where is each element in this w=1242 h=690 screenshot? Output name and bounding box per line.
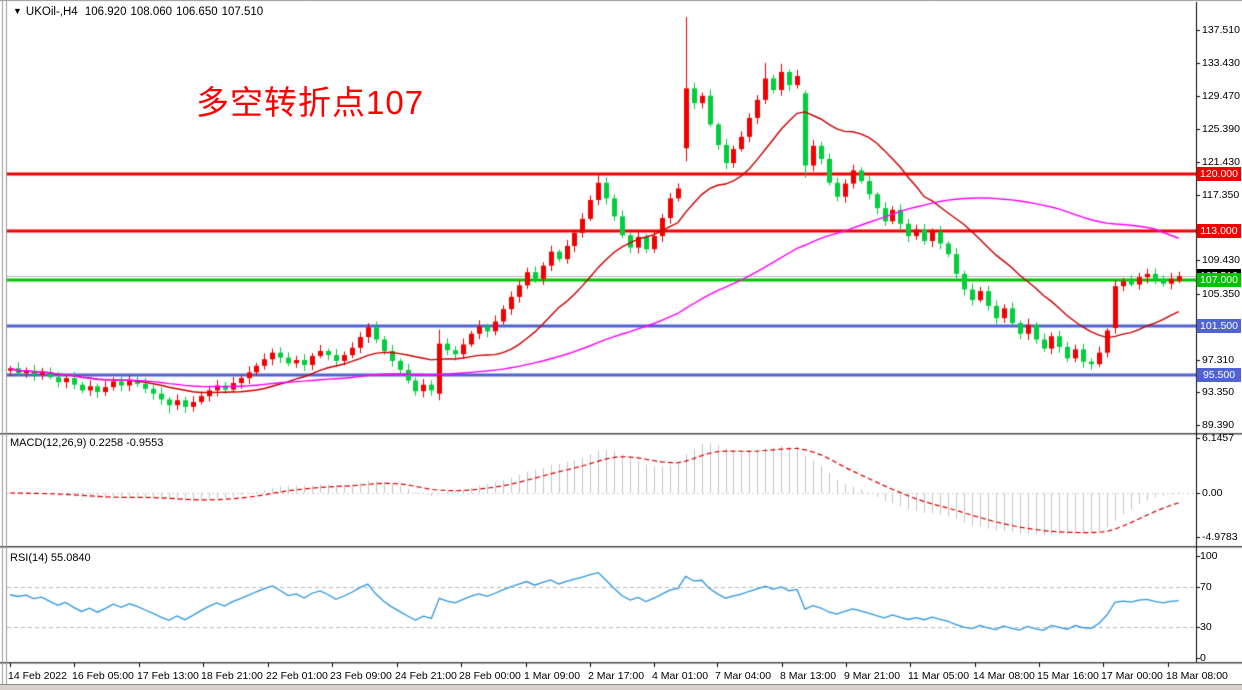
chevron-down-icon[interactable]: ▼ [13,6,22,16]
ohlc-low: 106.650 [176,6,218,18]
symbol-name: UKOil-,H4 [25,6,78,18]
macd-signal-value: -0.9553 [126,437,164,449]
price-badge: 120.000 [1197,166,1241,181]
ohlc-high: 108.060 [130,6,173,18]
price-axis-label: 109.430 [1202,254,1240,267]
price-axis-label: 125.390 [1202,123,1240,136]
time-axis-label: 15 Mar 16:00 [1037,670,1099,682]
rsi-axis-label: 70 [1200,580,1212,593]
time-axis-label: 4 Mar 01:00 [652,670,709,682]
time-axis-label: 7 Mar 04:00 [715,670,772,682]
time-axis-label: 22 Feb 01:00 [266,670,328,682]
price-axis-label: 93.350 [1202,386,1235,399]
time-axis-label: 9 Mar 21:00 [844,670,901,682]
price-axis-label: 105.350 [1202,287,1240,300]
time-axis-label: 8 Mar 13:00 [780,670,837,682]
time-axis-label: 11 Mar 05:00 [908,670,970,682]
price-axis-label: 117.350 [1202,189,1240,202]
price-annotation[interactable]: 多空转折点107 [196,84,425,121]
price-badge: 101.500 [1197,318,1241,333]
time-axis-label: 18 Feb 21:00 [201,670,263,682]
price-axis-label: 129.470 [1202,89,1240,102]
price-badge: 107.000 [1197,273,1241,288]
macd-axis-label: -4.9783 [1202,531,1238,544]
time-axis-label: 2 Mar 17:00 [588,670,645,682]
time-axis-label: 23 Feb 09:00 [330,670,392,682]
time-axis-label: 18 Mar 08:00 [1166,670,1228,682]
time-axis-label: 17 Mar 00:00 [1101,670,1163,682]
price-badge: 95.500 [1197,367,1241,382]
price-badge: 113.000 [1197,224,1241,239]
rsi-label: RSI(14) 55.0840 [10,552,94,564]
ohlc-open: 106.920 [84,6,127,18]
rsi-axis-label: 0 [1200,652,1206,664]
rsi-axis-label: 100 [1200,550,1218,562]
time-axis-label: 14 Mar 08:00 [973,670,1035,682]
macd-label: MACD(12,26,9) 0.2258 -0.9553 [10,437,166,449]
time-axis-label: 16 Feb 05:00 [72,670,134,682]
time-axis-label: 14 Feb 2022 [8,670,67,682]
rsi-name: RSI(14) [10,552,48,564]
time-axis-label: 28 Feb 00:00 [459,670,521,682]
rsi-axis-label: 30 [1200,621,1212,634]
time-axis-label: 1 Mar 09:00 [524,670,581,682]
macd-axis-label: 0.00 [1202,487,1223,499]
macd-main-value: 0.2258 [89,437,124,449]
macd-axis-label: 6.1457 [1202,432,1235,445]
ohlc-header: ▼ UKOil-,H4 106.920 108.060 106.650 107.510 [13,6,267,18]
price-axis-label: 89.390 [1202,418,1235,431]
price-axis-label: 97.310 [1202,353,1235,366]
window-bottom-edge [0,684,1242,690]
ohlc-close: 107.510 [221,6,264,18]
price-axis-label: 121.430 [1202,155,1240,168]
price-axis-label: 137.510 [1202,24,1240,36]
time-axis-label: 17 Feb 13:00 [137,670,199,682]
price-axis-label: 133.430 [1202,57,1240,70]
time-axis-label: 24 Feb 21:00 [395,670,457,682]
rsi-value: 55.0840 [50,552,91,564]
macd-name: MACD(12,26,9) [10,437,87,449]
